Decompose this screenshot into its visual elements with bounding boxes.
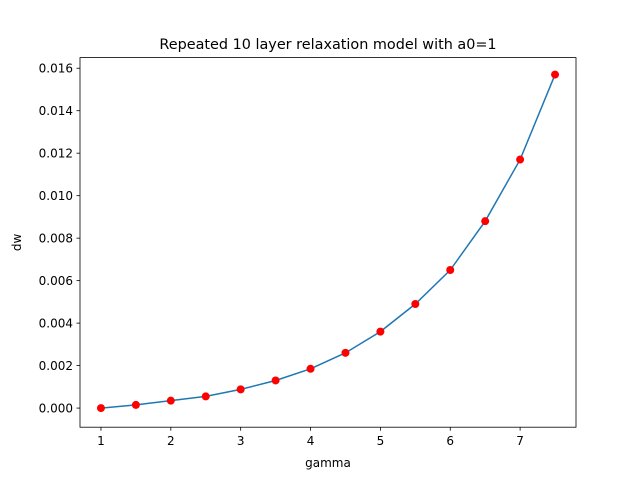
data-point [446,266,455,275]
data-point [481,217,490,226]
data-point [516,155,525,164]
plot-frame [79,57,577,428]
data-point [271,376,280,385]
y-tick-label: 0.006 [39,274,73,288]
y-tick-label: 0.000 [39,401,73,415]
x-axis: 1 2 3 4 5 6 7 [97,427,524,448]
y-axis: 0.000 0.002 0.004 0.006 0.008 0.010 0.012 0.014… [39,62,80,415]
plot-area [96,70,560,413]
x-tick-label: 7 [516,434,524,448]
data-point [551,70,560,79]
chart-title: Repeated 10 layer relaxation model with … [159,37,496,53]
x-tick-label: 4 [307,434,315,448]
x-tick-label: 2 [167,434,175,448]
y-tick-label: 0.002 [39,359,73,373]
y-tick-label: 0.008 [39,231,73,245]
x-axis-label: gamma [305,456,351,470]
data-point [306,364,315,373]
data-point [201,392,210,401]
data-point [236,385,245,394]
x-tick-label: 3 [237,434,245,448]
series-line [100,74,556,409]
y-tick-label: 0.004 [39,316,73,330]
y-tick-label: 0.014 [39,104,73,118]
data-point [411,300,420,308]
x-tick-label: 5 [377,434,385,448]
data-point [96,404,105,413]
data-point [376,327,385,336]
x-tick-label: 1 [97,434,105,448]
data-point [341,348,350,357]
y-tick-label: 0.016 [39,62,73,76]
y-tick-label: 0.010 [39,189,73,203]
data-point [166,396,175,405]
y-tick-label: 0.012 [39,146,73,160]
x-tick-label: 6 [446,434,454,448]
y-axis-label: dw [10,234,24,252]
data-point [131,400,140,409]
